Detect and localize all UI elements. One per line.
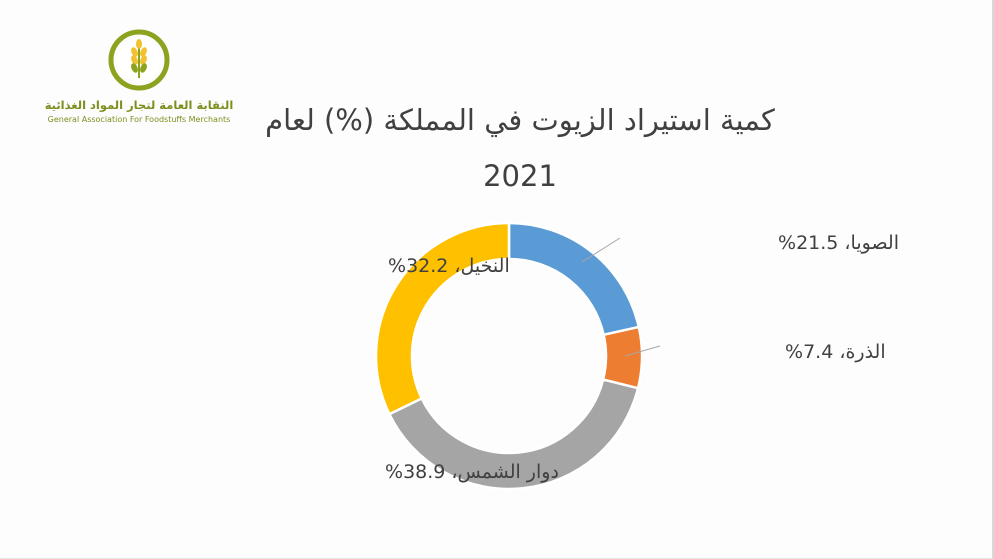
data-label-1: الصويا، 21.5% [778,232,899,254]
leader-line-2 [624,345,661,357]
logo-arabic-name: النقابة العامة لتجار المواد الغذائية [44,98,234,112]
leader-line-1 [581,237,621,263]
slice-2 [601,325,644,390]
chart-title-year: 2021 [483,159,557,193]
data-label-4: النخيل، 32.2% [388,255,510,277]
data-label-3: دوار الشمس، 38.9% [385,461,559,483]
slice-1 [507,221,641,337]
chart-title-line1: كمية استيراد الزيوت في المملكة (%) لعام [265,103,775,137]
logo-english-name: General Association For Foodstuffs Merch… [47,115,231,124]
slice-3 [387,378,640,491]
wheat-emblem-icon [108,29,170,91]
data-label-2: الذرة، 7.4% [785,341,886,363]
slice-4 [374,221,511,416]
chart-title: كمية استيراد الزيوت في المملكة (%) لعام … [230,92,810,204]
association-logo: النقابة العامة لتجار المواد الغذائية Gen… [44,28,244,128]
